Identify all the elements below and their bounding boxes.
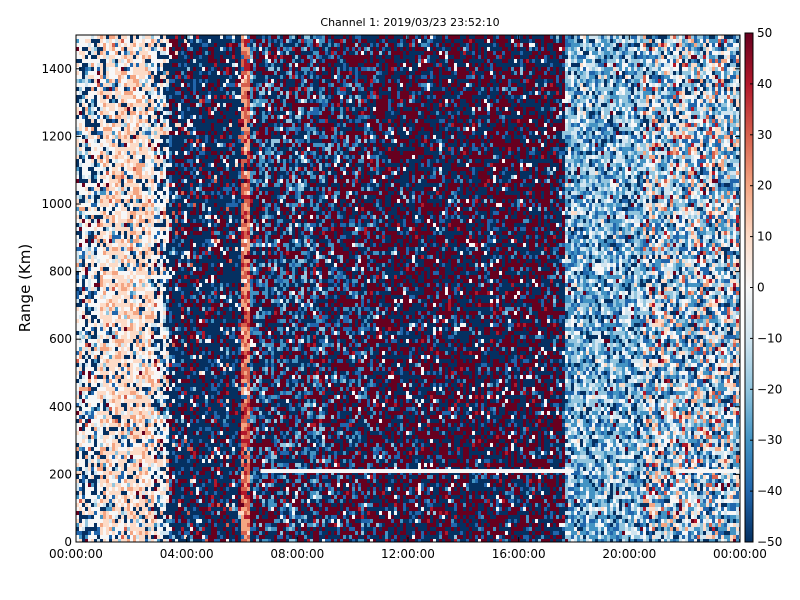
x-tick-label: 20:00:00: [602, 547, 656, 561]
x-tick-label: 04:00:00: [160, 547, 214, 561]
y-tick-label: 800: [49, 265, 72, 279]
x-tick-label: 12:00:00: [381, 547, 435, 561]
colorbar-tick-label: 10: [757, 230, 772, 244]
colorbar: 50 40 30 20 10 0 −10 −20 −30 −40 −50: [744, 26, 782, 549]
colorbar-tick-label: 40: [757, 77, 772, 91]
y-axis: 0 200 400 600 800 1000 1200 1400: [41, 62, 740, 549]
feature-line: [260, 469, 574, 474]
colorbar-tick-label: 50: [757, 26, 772, 40]
x-tick-label: 08:00:00: [270, 547, 324, 561]
colorbar-tick-label: 0: [757, 281, 765, 295]
y-tick-label: 1200: [41, 129, 72, 143]
colorbar-tick-label: −50: [757, 535, 782, 549]
colorbar-tick-label: −20: [757, 382, 782, 396]
chart-title: Channel 1: 2019/03/23 23:52:10: [320, 16, 499, 29]
colorbar-tick-label: −30: [757, 433, 782, 447]
feature-line: [675, 469, 740, 474]
colorbar-tick-label: −10: [757, 331, 782, 345]
y-tick-label: 400: [49, 400, 72, 414]
y-tick-label: 200: [49, 467, 72, 481]
colorbar-tick-label: 30: [757, 128, 772, 142]
x-tick-label: 16:00:00: [492, 547, 546, 561]
y-tick-label: 600: [49, 332, 72, 346]
y-axis-label: Range (Km): [16, 244, 34, 332]
x-tick-label: 00:00:00: [713, 547, 767, 561]
x-tick-label: 00:00:00: [49, 547, 103, 561]
heatmap-plot: [76, 35, 740, 542]
colorbar-tick-label: −40: [757, 484, 782, 498]
colorbar-tick-label: 20: [757, 179, 772, 193]
x-axis: 00:00:00 04:00:00 08:00:00 12:00:00 16:00:00…: [49, 35, 767, 561]
y-tick-label: 0: [64, 535, 72, 549]
y-tick-label: 1400: [41, 62, 72, 76]
y-tick-label: 1000: [41, 197, 72, 211]
